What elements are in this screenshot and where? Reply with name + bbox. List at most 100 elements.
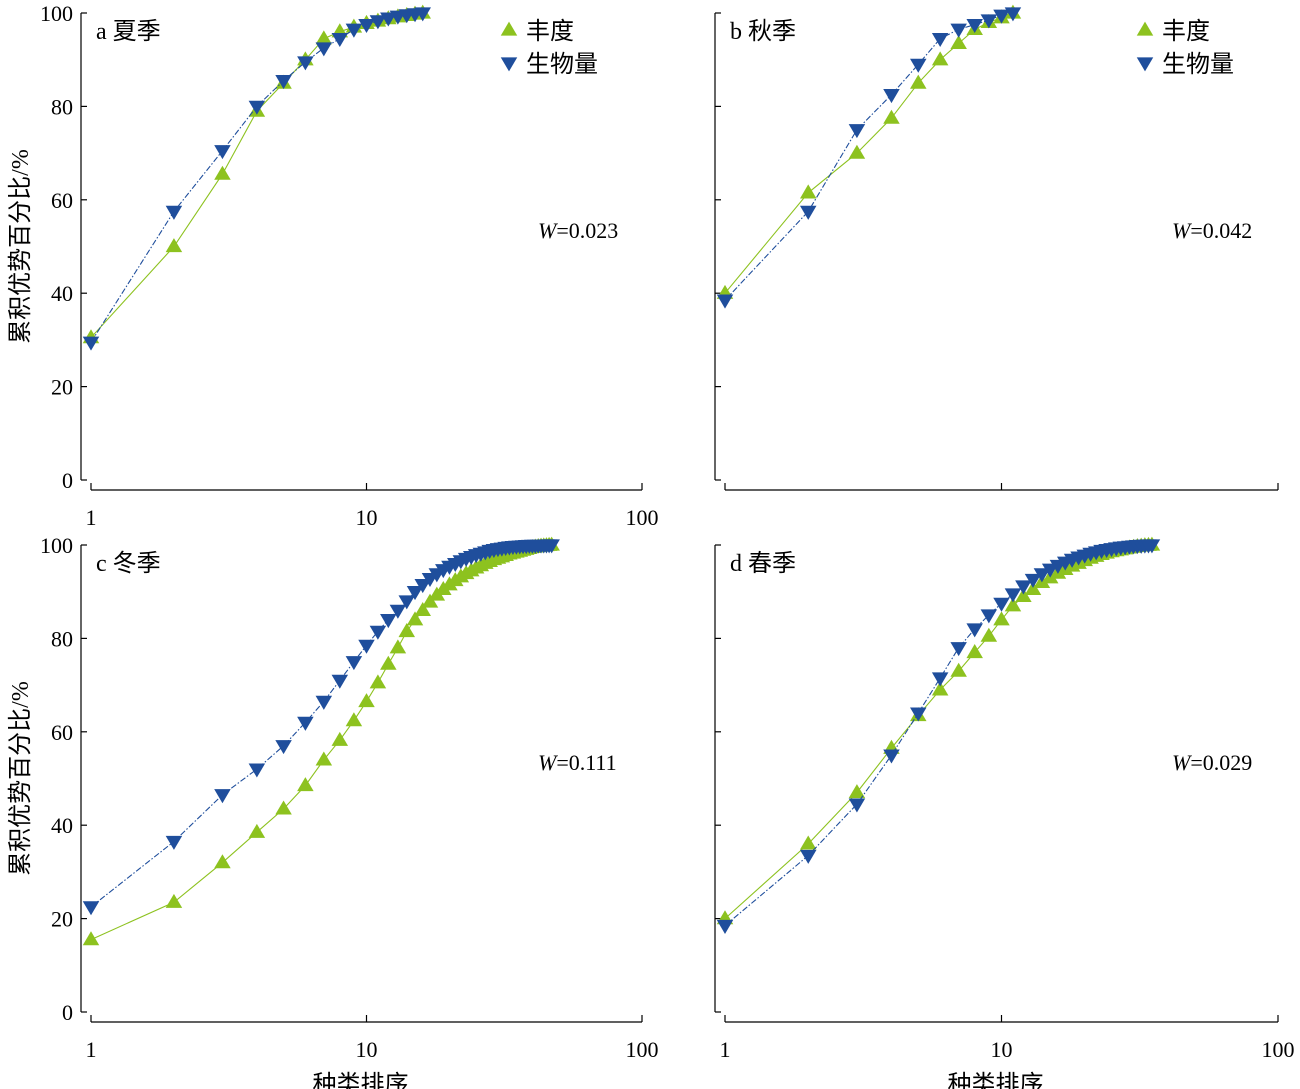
data-point-biomass — [931, 33, 949, 48]
y-tick-label: 100 — [40, 533, 73, 558]
data-point-abundance — [966, 644, 983, 659]
data-point-biomass — [1033, 568, 1051, 583]
series-line-biomass — [90, 544, 552, 908]
data-point-abundance — [248, 823, 266, 838]
y-tick-label: 80 — [51, 94, 73, 119]
data-point-biomass — [82, 901, 100, 916]
x-tick-label: 10 — [356, 505, 378, 530]
data-point-biomass — [331, 674, 349, 689]
legend-marker — [1136, 57, 1154, 72]
data-point-biomass — [389, 604, 407, 619]
series-line-abundance — [90, 12, 423, 338]
data-point-biomass — [716, 919, 734, 934]
data-point-abundance — [950, 662, 967, 677]
data-point-abundance — [297, 777, 314, 792]
w-statistic-label: W=0.023 — [538, 218, 618, 243]
series-line-biomass — [90, 12, 423, 343]
data-point-biomass — [910, 58, 927, 73]
data-point-biomass — [297, 56, 314, 71]
panel-label: b 秋季 — [730, 18, 796, 45]
data-point-biomass — [980, 14, 998, 29]
data-point-biomass — [910, 707, 927, 722]
series-line-biomass — [724, 544, 1152, 927]
series-line-biomass — [724, 12, 1014, 301]
panel-d: 1 10 100 种类排序 d 春季 W=0.029 — [714, 536, 1295, 1089]
w-statistic-label: W=0.029 — [1172, 750, 1252, 775]
data-point-abundance — [406, 611, 424, 626]
data-point-biomass — [275, 740, 292, 755]
data-point-abundance — [398, 623, 416, 638]
data-point-abundance — [980, 627, 998, 642]
x-axis-title: 种类排序 — [948, 1071, 1044, 1089]
x-tick-label: 1 — [86, 1037, 97, 1062]
data-point-abundance — [1024, 580, 1042, 596]
data-point-abundance — [414, 602, 431, 617]
legend-label: 生物量 — [526, 51, 598, 78]
data-point-biomass — [369, 15, 387, 30]
data-point-biomass — [848, 124, 866, 139]
data-point-abundance — [848, 784, 866, 799]
data-point-biomass — [345, 23, 363, 38]
y-tick-label: 100 — [40, 1, 73, 26]
data-point-biomass — [248, 100, 266, 115]
w-statistic-label: W=0.111 — [538, 750, 617, 775]
legend-label: 生物量 — [1162, 51, 1234, 78]
data-point-abundance — [799, 184, 817, 199]
data-point-biomass — [297, 716, 314, 731]
data-point-biomass — [799, 205, 817, 220]
y-tick-label: 0 — [62, 468, 73, 493]
data-point-biomass — [331, 33, 349, 48]
data-point-abundance — [214, 854, 231, 869]
legend-marker — [1136, 21, 1154, 36]
x-tick-label: 100 — [626, 1037, 659, 1062]
data-point-biomass — [398, 595, 416, 610]
data-point-abundance — [931, 681, 949, 696]
legend-marker — [500, 57, 518, 72]
data-point-abundance — [331, 731, 349, 746]
y-tick-label: 60 — [51, 720, 73, 745]
data-point-biomass — [1015, 580, 1032, 595]
data-point-biomass — [248, 763, 266, 778]
data-point-biomass — [315, 42, 333, 57]
data-point-biomass — [358, 19, 375, 34]
y-axis-title: 累积优势百分比/% — [7, 681, 34, 876]
legend-label: 丰度 — [526, 18, 574, 45]
data-point-biomass — [165, 835, 183, 850]
y-tick-label: 20 — [51, 375, 73, 400]
data-point-biomass — [980, 609, 998, 624]
data-point-biomass — [966, 19, 983, 34]
y-tick-label: 20 — [51, 907, 73, 932]
data-point-abundance — [389, 639, 407, 654]
series-line-abundance — [724, 544, 1152, 920]
data-point-abundance — [380, 655, 397, 670]
data-point-abundance — [82, 931, 100, 946]
data-point-biomass — [380, 614, 397, 629]
data-point-biomass — [414, 7, 431, 22]
y-tick-label: 40 — [51, 281, 73, 306]
data-point-biomass — [165, 205, 183, 220]
data-point-biomass — [369, 625, 387, 640]
data-point-biomass — [406, 586, 424, 601]
panel-label: a 夏季 — [96, 18, 161, 45]
data-point-biomass — [950, 642, 967, 657]
data-point-biomass — [848, 798, 866, 813]
data-point-biomass — [380, 12, 397, 27]
x-tick-label: 100 — [626, 505, 659, 530]
x-tick-label: 10 — [991, 1037, 1013, 1062]
x-tick-label: 1 — [86, 505, 97, 530]
legend-marker — [500, 21, 518, 36]
data-point-abundance — [931, 51, 949, 66]
data-point-biomass — [275, 75, 292, 90]
series-line-abundance — [724, 12, 1014, 294]
data-point-biomass — [966, 623, 983, 638]
data-point-biomass — [993, 597, 1010, 612]
data-point-abundance — [165, 893, 183, 908]
data-point-abundance — [910, 74, 927, 89]
data-point-biomass — [716, 294, 734, 309]
x-tick-label: 10 — [356, 1037, 378, 1062]
y-tick-label: 0 — [62, 1000, 73, 1025]
x-tick-label: 100 — [1262, 1037, 1295, 1062]
